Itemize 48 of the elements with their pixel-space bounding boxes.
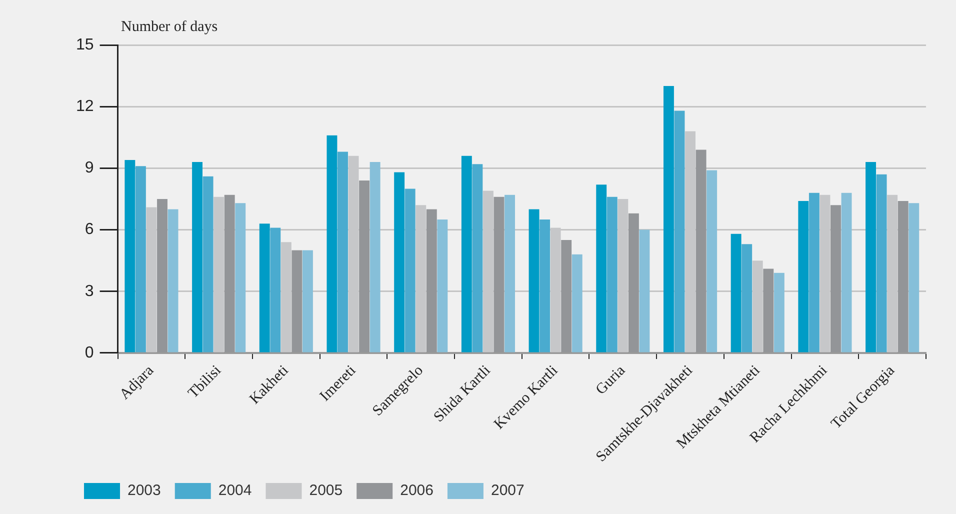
bar <box>135 166 146 352</box>
legend-label: 2005 <box>309 482 343 500</box>
bar <box>706 170 718 352</box>
bar <box>192 162 202 352</box>
bar <box>326 135 338 352</box>
bar <box>270 228 281 352</box>
bar <box>540 220 550 352</box>
y-tick-label: 15 <box>76 36 94 54</box>
bar <box>461 156 472 352</box>
bar <box>235 203 246 352</box>
bar <box>639 230 650 352</box>
bar <box>504 194 515 352</box>
bar <box>404 188 416 352</box>
y-tick-label: 0 <box>84 344 94 362</box>
bar <box>394 172 405 352</box>
bar <box>798 201 809 352</box>
bar <box>302 250 313 352</box>
bar <box>259 224 270 352</box>
legend-label: 2006 <box>400 482 434 500</box>
bar <box>596 184 607 352</box>
bar <box>437 220 448 352</box>
legend-label: 2004 <box>218 482 252 500</box>
y-tick-label: 6 <box>84 221 94 238</box>
bar <box>472 164 483 352</box>
bar <box>742 244 752 352</box>
bar <box>572 254 582 352</box>
y-tick-label: 12 <box>76 98 94 115</box>
legend-label: 2003 <box>128 482 161 500</box>
bar <box>338 152 348 352</box>
bar <box>606 196 618 352</box>
y-tick-label: 9 <box>84 160 94 177</box>
bar <box>876 174 887 352</box>
bar <box>908 203 920 352</box>
bar <box>730 234 742 352</box>
bar <box>370 162 380 352</box>
bar <box>674 110 685 352</box>
bar <box>808 192 820 352</box>
bar <box>168 209 178 352</box>
bar <box>528 209 540 352</box>
bar <box>866 162 876 352</box>
y-axis-title: Number of days <box>121 19 218 36</box>
bar <box>841 192 852 352</box>
bar <box>663 86 674 352</box>
bar <box>774 272 784 352</box>
legend-label: 2007 <box>490 482 524 500</box>
bar <box>124 160 136 352</box>
y-tick-label: 3 <box>84 282 94 300</box>
bar <box>202 176 214 352</box>
